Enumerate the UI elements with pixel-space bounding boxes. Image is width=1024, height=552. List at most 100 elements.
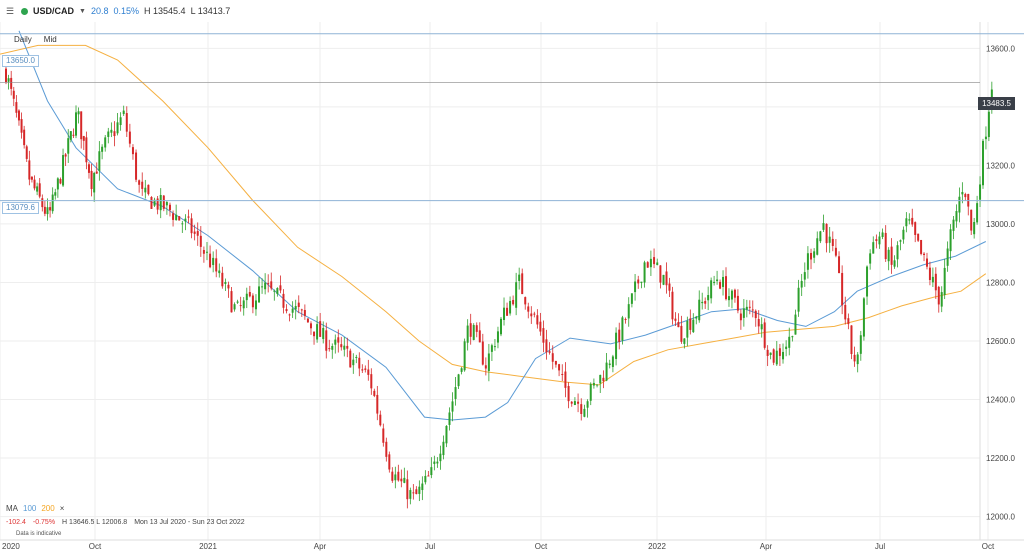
y-tick-label: 13000.0 bbox=[986, 220, 1015, 229]
candle-body bbox=[379, 414, 382, 426]
candle-body bbox=[80, 111, 83, 140]
hline-label-upper[interactable]: 13650.0 bbox=[2, 55, 39, 67]
x-tick-label: 2020 bbox=[2, 542, 20, 551]
candle-body bbox=[908, 219, 911, 221]
hline-label-lower[interactable]: 13079.6 bbox=[2, 202, 39, 214]
candle-body bbox=[725, 276, 728, 300]
candle-body bbox=[484, 365, 487, 369]
candle-body bbox=[800, 280, 803, 288]
candle-body bbox=[245, 293, 248, 301]
candle-body bbox=[131, 147, 134, 155]
low-value: L 13413.7 bbox=[190, 6, 231, 16]
candle-body bbox=[695, 316, 698, 319]
candle-body bbox=[409, 490, 412, 499]
chart-settings: Daily Mid bbox=[14, 35, 57, 44]
candle-body bbox=[406, 479, 409, 500]
interval-selector[interactable]: Daily bbox=[14, 35, 32, 44]
candle-body bbox=[493, 346, 496, 348]
candle-body bbox=[128, 131, 131, 144]
candle-body bbox=[415, 489, 418, 495]
candle-body bbox=[62, 155, 65, 186]
candle-body bbox=[887, 249, 890, 262]
candle-body bbox=[769, 352, 772, 355]
candle-body bbox=[545, 339, 548, 353]
candle-body bbox=[646, 262, 649, 268]
candle-body bbox=[367, 369, 370, 375]
candle-body bbox=[466, 325, 469, 343]
candle-body bbox=[254, 300, 257, 310]
candle-body bbox=[267, 283, 270, 285]
candle-body bbox=[580, 404, 583, 414]
candle-body bbox=[896, 245, 899, 260]
candle-body bbox=[875, 239, 878, 242]
candle-body bbox=[159, 194, 162, 211]
ma200-label[interactable]: 200 bbox=[41, 504, 55, 513]
candle-body bbox=[866, 266, 869, 297]
candle-body bbox=[757, 319, 760, 327]
candle-body bbox=[707, 295, 710, 301]
candle-body bbox=[911, 217, 914, 225]
candle-body bbox=[309, 323, 312, 329]
candle-body bbox=[730, 290, 733, 300]
candle-body bbox=[110, 129, 113, 133]
candle-body bbox=[917, 233, 920, 241]
candle-body bbox=[955, 211, 958, 222]
candle-body bbox=[899, 240, 902, 242]
candle-body bbox=[397, 471, 400, 481]
candle-body bbox=[656, 262, 659, 266]
candle-body bbox=[592, 382, 595, 386]
candle-body bbox=[10, 77, 13, 89]
candle-body bbox=[640, 281, 643, 283]
candle-body bbox=[905, 218, 908, 227]
candle-body bbox=[599, 374, 602, 384]
candle-body bbox=[221, 272, 224, 287]
candle-body bbox=[202, 249, 205, 254]
candle-body bbox=[828, 236, 831, 243]
symbol-name[interactable]: USD/CAD bbox=[33, 6, 75, 16]
candle-body bbox=[30, 176, 33, 180]
candle-body bbox=[923, 253, 926, 255]
candle-body bbox=[893, 260, 896, 267]
candle-body bbox=[674, 318, 677, 321]
candle-body bbox=[75, 112, 78, 136]
change-abs: 20.8 bbox=[90, 6, 109, 16]
candle-body bbox=[958, 196, 961, 213]
candle-body bbox=[373, 390, 376, 396]
chevron-down-icon[interactable]: ▼ bbox=[79, 7, 86, 15]
candle-body bbox=[739, 313, 742, 321]
candle-body bbox=[46, 207, 49, 215]
candle-body bbox=[785, 346, 788, 349]
candle-body bbox=[778, 348, 781, 356]
menu-icon[interactable]: ☰ bbox=[6, 5, 15, 16]
candle-body bbox=[589, 383, 592, 401]
candle-body bbox=[727, 296, 730, 301]
candle-body bbox=[618, 329, 621, 342]
candle-body bbox=[150, 197, 153, 209]
change-pct: 0.15% bbox=[113, 6, 140, 16]
candle-body bbox=[436, 461, 439, 464]
y-tick-label: 12400.0 bbox=[986, 396, 1015, 405]
candle-body bbox=[665, 271, 668, 286]
candle-body bbox=[175, 214, 178, 221]
close-icon[interactable]: × bbox=[59, 504, 65, 513]
indicator-name[interactable]: MA bbox=[6, 504, 18, 513]
candle-body bbox=[844, 304, 847, 320]
period-high-low: H 13646.5 L 12006.8 bbox=[62, 519, 128, 526]
candle-body bbox=[95, 171, 98, 174]
candle-body bbox=[637, 279, 640, 284]
candle-body bbox=[138, 180, 141, 185]
candle-body bbox=[457, 374, 460, 387]
candle-body bbox=[261, 286, 264, 288]
candle-body bbox=[90, 170, 93, 190]
price-type-selector[interactable]: Mid bbox=[43, 35, 57, 44]
candle-body bbox=[722, 276, 725, 287]
ma100-label[interactable]: 100 bbox=[23, 504, 37, 513]
candle-body bbox=[361, 369, 364, 371]
candle-body bbox=[643, 262, 646, 283]
candle-body bbox=[602, 377, 605, 382]
candle-body bbox=[288, 314, 291, 316]
candle-body bbox=[742, 308, 745, 318]
candle-body bbox=[67, 138, 70, 154]
candle-body bbox=[487, 353, 490, 372]
